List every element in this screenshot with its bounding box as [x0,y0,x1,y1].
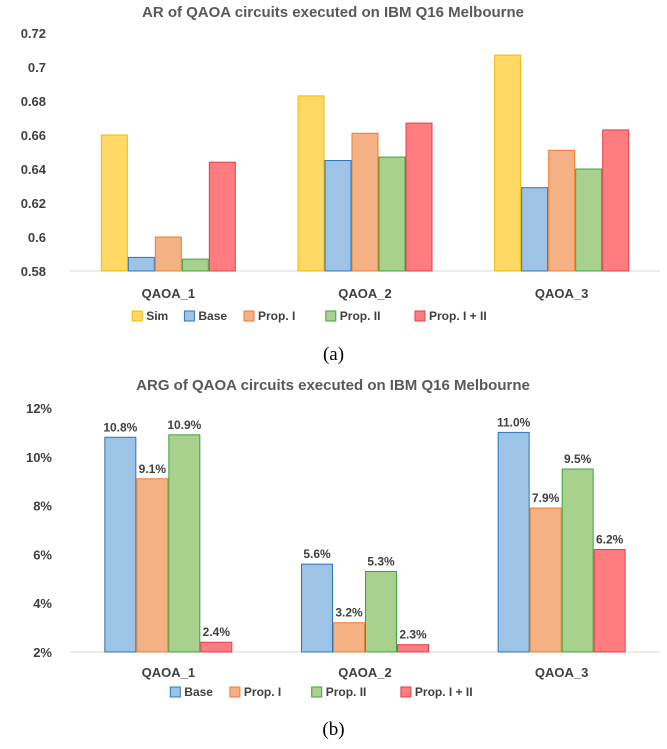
bar-prop-i-ii-qaoa_2 [405,122,433,272]
legend-item: Prop. II [325,309,381,323]
chart-arg: ARG of QAOA circuits executed on IBM Q16… [26,377,660,699]
bar-base-qaoa_1 [104,436,137,653]
chart-ar: AR of QAOA circuits executed on IBM Q16 … [21,4,660,323]
data-label: 3.2% [335,606,363,620]
chart-panel-ar: AR of QAOA circuits executed on IBM Q16 … [0,0,667,340]
caption-b: (b) [322,719,345,740]
bar-prop-i-qaoa_3 [529,507,562,653]
x-category-label: QAOA_3 [535,665,588,680]
bar-prop-ii-qaoa_3 [575,168,603,272]
bar-prop-ii-qaoa_2 [378,156,406,272]
legend-swatch [311,686,323,698]
chart-panel-arg: ARG of QAOA circuits executed on IBM Q16… [0,372,667,712]
legend-label: Prop. II [326,685,367,699]
bar-prop-i-ii-qaoa_1 [200,641,233,653]
legend-swatch [131,310,143,322]
legend-swatch [243,310,255,322]
bar-prop-i-qaoa_2 [333,622,365,653]
data-label: 5.3% [367,554,395,568]
legend-swatch [325,310,337,322]
legend-item: Base [183,309,227,323]
x-category-label: QAOA_2 [338,665,391,680]
legend-label: Sim [146,309,168,323]
legend-swatch [169,686,181,698]
legend-item: Sim [131,309,168,323]
bar-prop-i-ii-qaoa_3 [593,549,626,653]
bar-prop-i-qaoa_1 [154,236,182,272]
data-label: 2.4% [203,625,231,639]
bar-prop-i-ii-qaoa_3 [602,129,630,272]
data-label: 5.6% [303,547,331,561]
legend-item: Prop. I [243,309,295,323]
bar-prop-i-qaoa_2 [351,132,379,272]
bar-prop-i-ii-qaoa_2 [397,644,429,653]
chart-title: AR of QAOA circuits executed on IBM Q16 … [142,4,524,21]
y-tick-label: 12% [26,401,52,416]
legend-label: Prop. I [258,309,295,323]
bar-prop-ii-qaoa_1 [168,434,201,653]
bar-base-qaoa_2 [301,563,333,653]
bar-prop-i-qaoa_1 [136,478,169,653]
y-tick-label: 8% [33,499,52,514]
legend-label: Base [184,685,213,699]
y-tick-label: 0.72 [21,26,46,41]
legend-item: Prop. II [311,685,367,699]
bar-base-qaoa_3 [521,187,549,272]
bar-prop-ii-qaoa_2 [365,570,397,653]
y-tick-label: 0.68 [21,94,46,109]
y-tick-label: 2% [33,645,52,660]
x-category-label: QAOA_3 [535,286,588,301]
y-tick-label: 4% [33,596,52,611]
legend-item: Prop. I [229,685,281,699]
data-label: 11.0% [497,415,531,429]
x-category-label: QAOA_1 [142,286,195,301]
x-category-label: QAOA_2 [338,286,391,301]
bar-prop-ii-qaoa_1 [181,258,209,272]
legend-label: Prop. I + II [429,309,487,323]
y-tick-label: 0.64 [21,162,47,177]
y-tick-label: 0.66 [21,128,46,143]
y-tick-label: 10% [26,450,52,465]
data-label: 10.8% [103,420,137,434]
bar-sim-qaoa_1 [100,134,128,272]
bar-base-qaoa_1 [127,256,155,272]
legend-label: Prop. II [340,309,381,323]
legend-item: Base [169,685,213,699]
y-tick-label: 0.58 [21,264,46,279]
y-tick-label: 0.62 [21,196,46,211]
bar-prop-ii-qaoa_3 [561,468,594,653]
y-tick-label: 6% [33,547,52,562]
legend-item: Prop. I + II [414,309,487,323]
legend-swatch [400,686,412,698]
bar-sim-qaoa_3 [494,54,522,272]
data-label: 2.3% [399,628,427,642]
bar-base-qaoa_2 [324,160,352,272]
bar-prop-i-ii-qaoa_1 [208,161,236,272]
legend-swatch [414,310,426,322]
data-label: 6.2% [596,533,624,547]
bar-prop-i-qaoa_3 [548,149,576,272]
bar-sim-qaoa_2 [297,95,325,272]
y-tick-label: 0.7 [28,60,46,75]
bar-base-qaoa_3 [497,431,530,653]
x-category-label: QAOA_1 [142,665,195,680]
legend-label: Prop. I + II [415,685,473,699]
legend-label: Base [198,309,227,323]
data-label: 10.9% [167,418,201,432]
data-label: 9.5% [564,452,592,466]
chart-title: ARG of QAOA circuits executed on IBM Q16… [136,377,530,394]
legend-label: Prop. I [244,685,281,699]
caption-a: (a) [322,344,345,365]
data-label: 7.9% [532,491,560,505]
legend-swatch [183,310,195,322]
y-tick-label: 0.6 [28,230,46,245]
legend-item: Prop. I + II [400,685,473,699]
legend-swatch [229,686,241,698]
data-label: 9.1% [139,462,167,476]
